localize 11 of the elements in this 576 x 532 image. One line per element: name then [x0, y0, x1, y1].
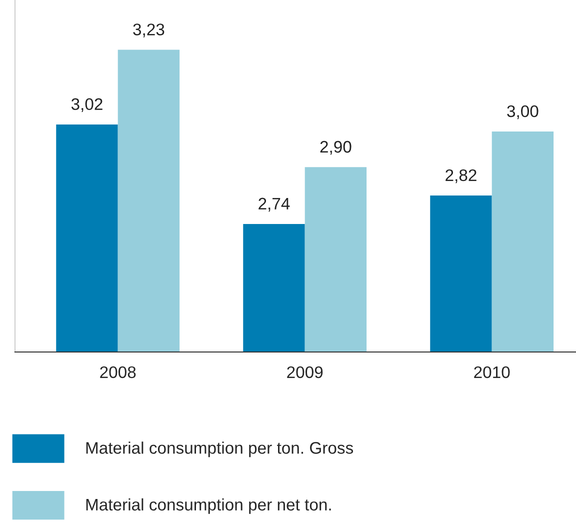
data-label: 2,74	[258, 198, 290, 212]
legend-label: Material consumption per net ton.	[86, 498, 331, 514]
x-tick-label: 2008	[100, 366, 136, 378]
data-label: 2,90	[320, 140, 352, 155]
x-tick-label: 2009	[287, 366, 323, 378]
legend-label: Material consumption per ton. Gross	[86, 442, 354, 458]
data-label: 3,23	[133, 24, 164, 38]
x-tick-label: 2010	[474, 366, 510, 378]
data-label: 3,00	[507, 105, 538, 120]
data-label: 3,02	[71, 98, 102, 112]
data-label: 2,82	[446, 169, 476, 184]
